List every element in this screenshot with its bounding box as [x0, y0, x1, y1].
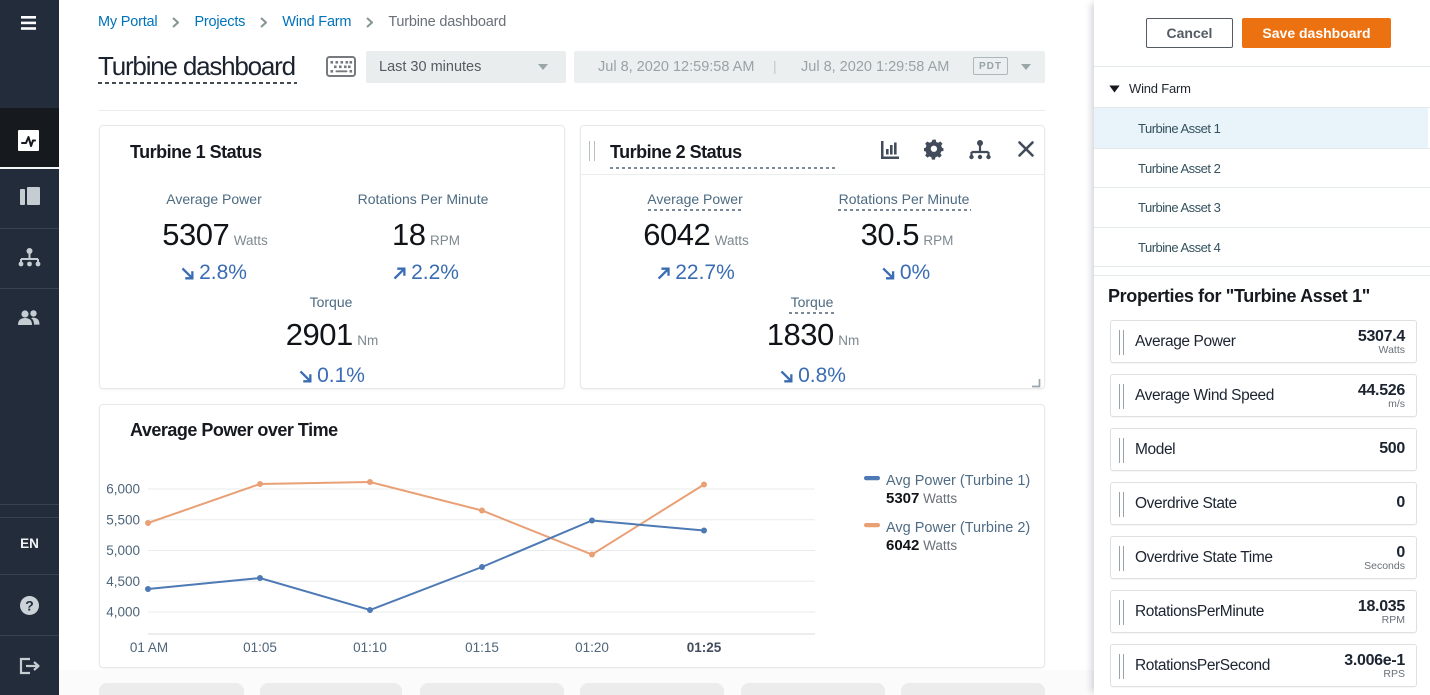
svg-text:6042 Watts: 6042 Watts: [886, 537, 957, 554]
svg-text:01:10: 01:10: [353, 640, 387, 655]
svg-text:?: ?: [25, 598, 34, 614]
svg-text:4,500: 4,500: [106, 574, 140, 589]
svg-text:01 AM: 01 AM: [130, 640, 168, 655]
svg-text:Avg Power (Turbine 2): Avg Power (Turbine 2): [886, 520, 1030, 536]
svg-text:01:15: 01:15: [465, 640, 499, 655]
svg-text:01:05: 01:05: [243, 640, 277, 655]
svg-text:5,000: 5,000: [106, 543, 140, 558]
svg-text:01:25: 01:25: [687, 640, 722, 655]
svg-text:5,500: 5,500: [106, 512, 140, 527]
svg-text:4,000: 4,000: [106, 605, 140, 620]
svg-text:01:20: 01:20: [575, 640, 609, 655]
svg-text:6,000: 6,000: [106, 482, 140, 497]
svg-text:5307 Watts: 5307 Watts: [886, 490, 957, 507]
svg-text:Avg Power (Turbine 1): Avg Power (Turbine 1): [886, 473, 1030, 489]
